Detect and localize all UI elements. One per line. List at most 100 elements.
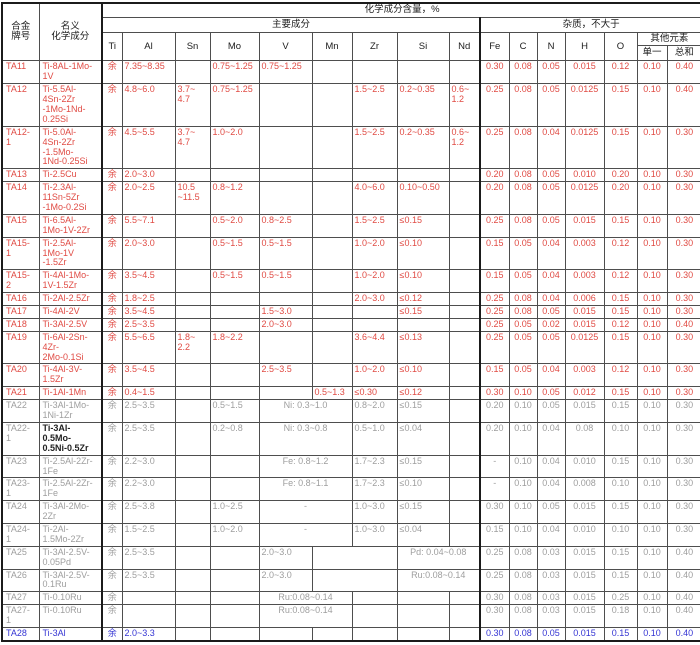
cell-other-total: 0.30 bbox=[666, 125, 700, 170]
cell-c: 0.05 bbox=[508, 330, 538, 365]
cell-mo: 0.75~1.25 bbox=[209, 83, 260, 127]
cell-other-total: 0.40 bbox=[666, 83, 700, 127]
cell-si bbox=[396, 60, 450, 85]
cell-mo bbox=[209, 317, 260, 332]
cell-v: 0.5~1.5 bbox=[258, 236, 313, 271]
cell-other-total: 0.40 bbox=[666, 317, 700, 332]
cell-al: 1.5~2.5 bbox=[121, 522, 176, 547]
cell-mo bbox=[209, 292, 260, 307]
cell-mo bbox=[209, 604, 260, 628]
cell-si: ≤0.10 bbox=[396, 363, 450, 388]
cell-al: 2.0~2.5 bbox=[121, 181, 176, 215]
cell-ti: 余 bbox=[101, 545, 123, 570]
cell-al bbox=[121, 591, 176, 606]
cell-nd bbox=[448, 399, 481, 423]
table-row: TA27- 1 Ti-0.10Ru 余 Ru:0.08~0.14 0.30 0.08 0.0… bbox=[1, 604, 700, 628]
cell-name: Ti-2.5Cu bbox=[38, 168, 103, 183]
cell-fe: 0.25 bbox=[479, 330, 510, 365]
cell-nd bbox=[448, 168, 481, 183]
cell-c: 0.08 bbox=[508, 168, 538, 183]
cell-si: ≤0.15 bbox=[396, 500, 450, 524]
cell-mn bbox=[311, 83, 353, 127]
cell-zr: 1.7~2.3 bbox=[351, 454, 398, 479]
cell-name: Ti-3Al-2.5V bbox=[38, 317, 103, 332]
cell-al: 2.0~3.0 bbox=[121, 236, 176, 271]
cell-v-mn: Ru:0.08~0.14 bbox=[258, 604, 353, 628]
cell-other-total: 0.30 bbox=[666, 399, 700, 423]
cell-zr: 1.5~2.5 bbox=[351, 213, 398, 238]
cell-other-total: 0.30 bbox=[666, 386, 700, 401]
cell-sn bbox=[174, 213, 211, 238]
cell-mn bbox=[311, 317, 353, 332]
cell-mn bbox=[311, 181, 353, 215]
table-row: TA15- 1 Ti-2.5Al- 1Mo-1V -1.5Zr 余 2.0~3.0 0.… bbox=[1, 236, 700, 271]
cell-c: 0.10 bbox=[508, 522, 538, 547]
cell-nd: 0.6~ 1.2 bbox=[448, 83, 481, 127]
cell-other-single: 0.10 bbox=[636, 363, 668, 388]
cell-other-total: 0.30 bbox=[666, 477, 700, 502]
cell-zr: 1.0~3.0 bbox=[351, 500, 398, 524]
table-row: TA27 Ti-0.10Ru 余 Ru:0.08~0.14 0.30 0.08 0.03 0.… bbox=[1, 591, 700, 606]
table-row: TA15 Ti-6.5Al- 1Mo-1V-2Zr 余 5.5~7.1 0.5~2.0 0… bbox=[1, 213, 700, 238]
cell-other-total: 0.40 bbox=[666, 626, 700, 642]
cell-nd bbox=[448, 236, 481, 271]
cell-o: 0.12 bbox=[603, 363, 638, 388]
cell-si: ≤0.04 bbox=[396, 522, 450, 547]
cell-sn bbox=[174, 236, 211, 271]
cell-mn-zr bbox=[311, 568, 398, 593]
cell-grade: TA22- 1 bbox=[1, 421, 40, 456]
cell-n: 0.02 bbox=[536, 317, 566, 332]
cell-mo bbox=[209, 305, 260, 319]
col-header-nd: Nd bbox=[448, 31, 481, 62]
col-header-nominal-composition: 名义 化学成分 bbox=[38, 2, 103, 62]
cell-name: Ti-8AL-1Mo- 1V bbox=[38, 60, 103, 85]
table-row: TA21 Ti-1Al-1Mn 余 0.4~1.5 0.5~1.3 ≤0.30 ≤0.12 0… bbox=[1, 386, 700, 401]
cell-mo bbox=[209, 591, 260, 606]
cell-other-total: 0.40 bbox=[666, 591, 700, 606]
cell-n: 0.04 bbox=[536, 236, 566, 271]
cell-fe: 0.15 bbox=[479, 269, 510, 294]
cell-c: 0.08 bbox=[508, 604, 538, 628]
cell-n: 0.03 bbox=[536, 604, 566, 628]
cell-grade: TA25 bbox=[1, 545, 40, 570]
cell-c: 0.08 bbox=[508, 83, 538, 127]
col-header-fe: Fe bbox=[479, 31, 510, 62]
cell-c: 0.08 bbox=[508, 305, 538, 319]
cell-name: Ti-3Al-1Mo- 1Ni-1Zr bbox=[38, 399, 103, 423]
cell-zr: ≤0.30 bbox=[351, 386, 398, 401]
cell-n: 0.05 bbox=[536, 181, 566, 215]
cell-n: 0.03 bbox=[536, 568, 566, 593]
cell-al: 2.5~3.5 bbox=[121, 545, 176, 570]
table-row: TA12- 1 Ti-5.0Al- 4Sn-2Zr -1.5Mo- 1Nd-0.2… bbox=[1, 125, 700, 170]
cell-fe: 0.30 bbox=[479, 60, 510, 85]
cell-ti: 余 bbox=[101, 181, 123, 215]
cell-other-total: 0.40 bbox=[666, 545, 700, 570]
cell-grade: TA28 bbox=[1, 626, 40, 642]
cell-nd bbox=[448, 292, 481, 307]
cell-v-mn: - bbox=[258, 500, 353, 524]
cell-zr bbox=[351, 604, 398, 628]
cell-name: Ti-3Al- 0.5Mo- 0.5Ni-0.5Zr bbox=[38, 421, 103, 456]
cell-ti: 余 bbox=[101, 604, 123, 628]
cell-h: 0.010 bbox=[564, 454, 605, 479]
cell-ti: 余 bbox=[101, 500, 123, 524]
cell-h: 0.010 bbox=[564, 522, 605, 547]
cell-si bbox=[396, 626, 450, 642]
cell-zr: 1.0~2.0 bbox=[351, 269, 398, 294]
cell-name: Ti-3Al-2Mo- 2Zr bbox=[38, 500, 103, 524]
cell-other-single: 0.10 bbox=[636, 168, 668, 183]
table-row: TA14 Ti-2.3Al- 11Sn-5Zr -1Mo-0.2Si 余 2.0~2.… bbox=[1, 181, 700, 215]
cell-si: ≤0.15 bbox=[396, 305, 450, 319]
cell-sn: 3.7~ 4.7 bbox=[174, 125, 211, 170]
cell-c: 0.08 bbox=[508, 181, 538, 215]
cell-si bbox=[396, 591, 450, 606]
cell-other-single: 0.10 bbox=[636, 399, 668, 423]
cell-o: 0.10 bbox=[603, 522, 638, 547]
cell-v bbox=[258, 330, 313, 365]
cell-h: 0.0125 bbox=[564, 330, 605, 365]
cell-mo: 1.0~2.0 bbox=[209, 522, 260, 547]
cell-c: 0.10 bbox=[508, 421, 538, 456]
cell-c: 0.05 bbox=[508, 317, 538, 332]
cell-n: 0.05 bbox=[536, 213, 566, 238]
